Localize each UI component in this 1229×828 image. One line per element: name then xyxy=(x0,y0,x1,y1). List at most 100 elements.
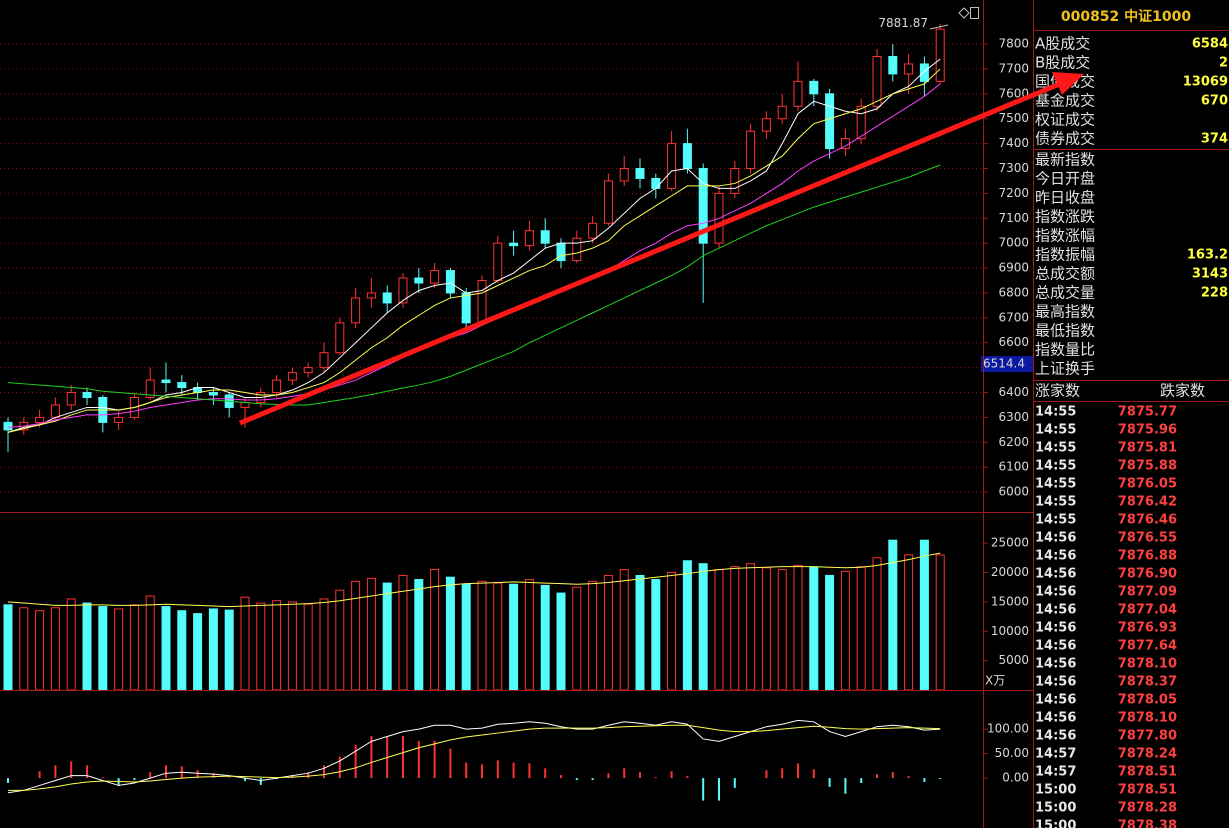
stat-label: 今日开盘 xyxy=(1035,170,1095,188)
volume-bar xyxy=(272,600,282,691)
candle-body xyxy=(208,392,218,396)
volume-bar xyxy=(572,586,582,691)
tick-time: 14:55 xyxy=(1035,477,1076,492)
volume-bar xyxy=(651,579,661,691)
volume-bar xyxy=(793,564,803,691)
volume-bar xyxy=(287,601,297,691)
volume-bar xyxy=(761,567,771,691)
panel-title: 000852 中证1000 xyxy=(1061,8,1192,25)
volume-bar xyxy=(603,574,613,691)
y-tick-label: 7400 xyxy=(998,136,1029,150)
tick-time: 14:56 xyxy=(1035,621,1076,636)
volume-bar xyxy=(682,560,692,691)
tick-price: 7876.88 xyxy=(1118,549,1177,564)
stat-label: 基金成交 xyxy=(1035,92,1095,110)
tick-time: 14:55 xyxy=(1035,423,1076,438)
y-tick-label: 100.00 xyxy=(987,722,1029,736)
candle-body xyxy=(272,379,282,394)
candle-body xyxy=(461,292,471,324)
candle-body xyxy=(793,80,803,107)
volume-bar xyxy=(730,566,740,691)
volume-bar xyxy=(3,604,13,691)
stat-label: B股成交 xyxy=(1035,54,1090,72)
stat-label: 指数涨幅 xyxy=(1035,227,1095,245)
candle-body xyxy=(746,130,756,170)
volume-bar xyxy=(303,603,313,691)
candle-body xyxy=(825,93,835,150)
y-tick-label: 6400 xyxy=(998,385,1029,399)
volume-bar xyxy=(177,610,187,691)
trend-arrow xyxy=(239,72,1084,426)
tick-time: 14:55 xyxy=(1035,441,1076,456)
tick-price: 7876.42 xyxy=(1118,495,1177,510)
tick-time: 14:57 xyxy=(1035,765,1076,780)
line-series xyxy=(7,83,941,428)
candle-body xyxy=(698,168,708,244)
volume-bar xyxy=(872,557,882,691)
tick-price: 7878.51 xyxy=(1118,765,1177,780)
icon[interactable] xyxy=(958,7,970,19)
stat-label: 总成交量 xyxy=(1035,284,1095,302)
candle-body xyxy=(414,277,424,284)
candle-body xyxy=(935,28,945,82)
y-tick-label: 6200 xyxy=(998,435,1029,449)
volume-bar xyxy=(635,574,645,691)
line-series xyxy=(7,68,941,433)
tick-time: 14:56 xyxy=(1035,657,1076,672)
candle-body xyxy=(524,230,534,247)
tick-time: 14:55 xyxy=(1035,405,1076,420)
volume-bar xyxy=(540,584,550,691)
volume-bar xyxy=(588,580,598,691)
stat-value: 163.2 xyxy=(1187,248,1228,263)
candle-body xyxy=(240,401,250,408)
tick-time: 14:56 xyxy=(1035,639,1076,654)
candle-body xyxy=(777,105,787,120)
icon[interactable] xyxy=(970,7,979,19)
tick-price: 7877.09 xyxy=(1118,585,1177,600)
volume-bar xyxy=(161,606,171,691)
volume-bar xyxy=(319,598,329,691)
tick-price: 7878.10 xyxy=(1118,711,1177,726)
tick-time: 15:00 xyxy=(1035,783,1076,798)
tick-time: 14:56 xyxy=(1035,711,1076,726)
cursor-box xyxy=(981,356,1033,373)
unit-label: X万 xyxy=(985,674,1005,688)
tick-time: 14:56 xyxy=(1035,585,1076,600)
tick-price: 7878.38 xyxy=(1118,819,1177,828)
window-icons[interactable] xyxy=(958,7,979,19)
tick-price: 7878.51 xyxy=(1118,783,1177,798)
tick-price: 7877.64 xyxy=(1118,639,1177,654)
stat-value: 228 xyxy=(1201,286,1228,301)
tick-time: 15:00 xyxy=(1035,801,1076,816)
tick-time: 14:56 xyxy=(1035,567,1076,582)
candle-body xyxy=(651,177,661,189)
candle-body xyxy=(82,392,92,399)
candle-body xyxy=(430,270,440,284)
line-series xyxy=(7,552,941,608)
stat-value: 13069 xyxy=(1183,75,1228,90)
volume-bar xyxy=(193,613,203,691)
y-tick-label: 6300 xyxy=(998,410,1029,424)
tick-price: 7878.37 xyxy=(1118,675,1177,690)
candle-body xyxy=(540,230,550,244)
cursor-label: 6514.4 xyxy=(983,357,1025,371)
candle-body xyxy=(493,242,503,282)
stat-value: 670 xyxy=(1201,94,1228,109)
candle-body xyxy=(572,237,582,262)
stat-label: 最低指数 xyxy=(1035,322,1095,340)
volume-bar xyxy=(840,570,850,691)
tick-price: 7877.80 xyxy=(1118,729,1177,744)
arrow-line xyxy=(239,80,1063,426)
volume-bar xyxy=(382,582,392,691)
volume-bar xyxy=(904,554,914,691)
volume-bar xyxy=(935,554,945,691)
volume-bar xyxy=(256,602,266,691)
candle-body xyxy=(619,168,629,182)
volume-bar xyxy=(619,569,629,691)
tick-time: 14:55 xyxy=(1035,495,1076,510)
y-tick-label: 6600 xyxy=(998,335,1029,349)
volume-bar xyxy=(667,572,677,691)
